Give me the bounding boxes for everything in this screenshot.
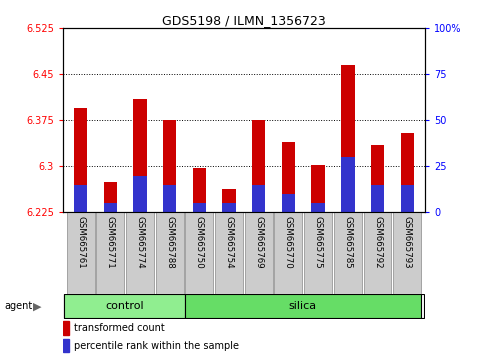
Bar [133, 99, 147, 212]
FancyBboxPatch shape [126, 212, 154, 294]
Bar [282, 194, 295, 212]
Bar [341, 65, 355, 212]
Text: GSM665761: GSM665761 [76, 216, 85, 269]
Bar [371, 145, 384, 212]
Text: percentile rank within the sample: percentile rank within the sample [73, 341, 239, 350]
Text: GSM665788: GSM665788 [165, 216, 174, 269]
Bar [341, 157, 355, 212]
Text: agent: agent [5, 301, 33, 311]
Bar [371, 185, 384, 212]
Bar [222, 203, 236, 212]
Bar [312, 165, 325, 212]
Bar [312, 203, 325, 212]
Bar [163, 185, 176, 212]
Text: GSM665793: GSM665793 [403, 216, 412, 269]
Text: ▶: ▶ [33, 301, 42, 311]
FancyBboxPatch shape [393, 212, 421, 294]
Bar [222, 189, 236, 212]
Text: GSM665771: GSM665771 [106, 216, 115, 269]
Bar [63, 339, 70, 352]
FancyBboxPatch shape [67, 212, 95, 294]
Bar [282, 142, 295, 212]
FancyBboxPatch shape [364, 212, 392, 294]
Text: GSM665750: GSM665750 [195, 216, 204, 269]
Text: GSM665774: GSM665774 [136, 216, 144, 269]
Bar [104, 182, 117, 212]
Text: GSM665775: GSM665775 [313, 216, 323, 269]
Title: GDS5198 / ILMN_1356723: GDS5198 / ILMN_1356723 [162, 14, 326, 27]
Bar [163, 120, 176, 212]
Text: silica: silica [288, 301, 317, 311]
Text: GSM665754: GSM665754 [225, 216, 234, 269]
Bar [252, 120, 266, 212]
Bar [400, 185, 414, 212]
Bar [74, 108, 87, 212]
FancyBboxPatch shape [96, 212, 124, 294]
Bar [252, 185, 266, 212]
FancyBboxPatch shape [274, 212, 302, 294]
FancyBboxPatch shape [304, 212, 332, 294]
Bar [193, 167, 206, 212]
FancyBboxPatch shape [334, 212, 362, 294]
Bar [400, 133, 414, 212]
Text: GSM665792: GSM665792 [373, 216, 382, 269]
Bar [74, 185, 87, 212]
FancyBboxPatch shape [185, 294, 421, 318]
FancyBboxPatch shape [156, 212, 184, 294]
Text: GSM665785: GSM665785 [343, 216, 352, 269]
Text: GSM665770: GSM665770 [284, 216, 293, 269]
Bar [63, 321, 70, 335]
Text: GSM665769: GSM665769 [254, 216, 263, 269]
FancyBboxPatch shape [185, 212, 213, 294]
Bar [104, 203, 117, 212]
FancyBboxPatch shape [64, 294, 185, 318]
FancyBboxPatch shape [245, 212, 273, 294]
Text: transformed count: transformed count [73, 323, 164, 333]
Bar [193, 203, 206, 212]
Text: control: control [105, 301, 144, 311]
Bar [133, 176, 147, 212]
FancyBboxPatch shape [215, 212, 243, 294]
